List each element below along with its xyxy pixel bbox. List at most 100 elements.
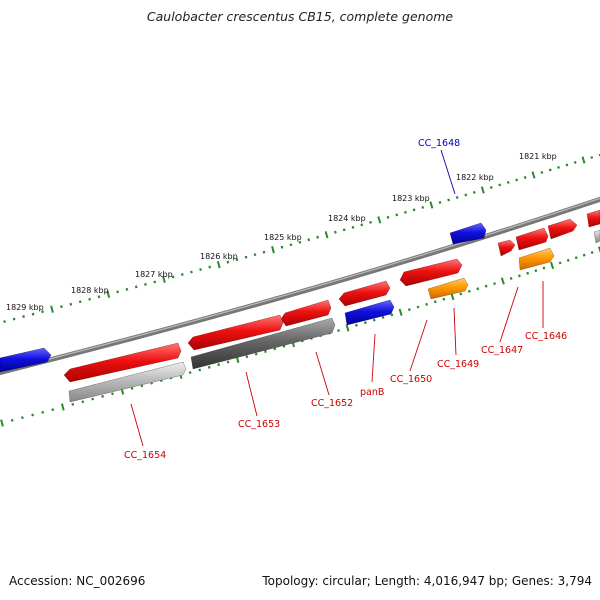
gene-label-CC_1646[interactable]: CC_1646 [525, 331, 567, 342]
outer-ruler-minor-tick [31, 312, 35, 316]
ruler-label-1825: 1825 kbp [264, 233, 302, 242]
outer-ruler-minor-tick [307, 238, 311, 242]
outer-ruler-minor-tick [88, 297, 91, 301]
inner-ruler-minor-tick [442, 297, 446, 301]
outer-ruler-minor-tick [22, 315, 25, 318]
inner-ruler-major-tick [550, 261, 555, 270]
ruler-label-1824: 1824 kbp [328, 214, 366, 223]
inner-ruler-minor-tick [41, 410, 45, 414]
label-leader-lines [130, 149, 544, 447]
outer-ruler-minor-tick [97, 295, 101, 299]
inner-ruler-minor-tick [337, 329, 340, 333]
outer-ruler-minor-tick [190, 270, 193, 274]
gene-CC_1649-arrow[interactable] [427, 277, 469, 300]
gene-label-CC_1654[interactable]: CC_1654 [124, 450, 166, 461]
gene-label-CC_1647[interactable]: CC_1647 [481, 345, 523, 356]
outer-ruler-minor-tick [134, 285, 138, 289]
ruler-label-1829: 1829 kbp [6, 303, 44, 312]
inner-ruler-minor-tick [509, 276, 513, 280]
gene-CC_1648-arrow[interactable] [449, 222, 487, 245]
outer-ruler-minor-tick [289, 243, 293, 247]
gene-arrow[interactable] [547, 218, 578, 240]
outer-ruler-minor-tick [208, 265, 212, 269]
outer-ruler-minor-tick [171, 275, 175, 279]
inner-ruler-minor-tick [273, 347, 277, 351]
inner-ruler-minor-tick [574, 256, 578, 260]
gene-CC_1653-arrow[interactable] [187, 314, 284, 351]
genome-stats-text: Topology: circular; Length: 4,016,947 bp… [262, 574, 592, 588]
inner-ruler-minor-tick [459, 292, 463, 296]
outer-ruler-major-tick [377, 216, 382, 224]
outer-ruler-minor-tick [125, 287, 129, 291]
outer-ruler-major-tick [429, 201, 434, 209]
outer-ruler-major-tick [50, 305, 54, 313]
ruler-label-1821: 1821 kbp [519, 152, 557, 161]
gene-CC_1646-arrow[interactable] [518, 247, 555, 271]
outer-ruler-minor-tick [78, 300, 82, 304]
inner-ruler-minor-tick [493, 282, 496, 286]
outer-ruler-minor-tick [116, 290, 119, 294]
outer-ruler-minor-tick [235, 258, 239, 262]
inner-ruler-major-tick [500, 277, 505, 285]
outer-ruler-minor-tick [404, 210, 407, 214]
outer-ruler-major-tick [480, 186, 485, 194]
inner-ruler-minor-tick [217, 363, 221, 367]
inner-ruler-major-tick [0, 419, 4, 427]
gene-CC_1647-arrow[interactable] [497, 239, 516, 257]
gene-label-CC_1653[interactable]: CC_1653 [238, 419, 280, 430]
outer-ruler-major-tick [271, 246, 275, 254]
outer-ruler-minor-tick [412, 208, 416, 212]
outer-ruler-minor-tick [180, 273, 184, 276]
inner-ruler-minor-tick [407, 308, 411, 312]
outer-strand-features [0, 209, 600, 383]
ruler-label-1826: 1826 kbp [200, 252, 238, 261]
inner-ruler-minor-tick [372, 318, 376, 322]
gene-CC_1650-arrow[interactable] [399, 258, 463, 287]
outer-ruler-minor-tick [199, 268, 202, 271]
gene-CC_1653-arrow[interactable] [190, 317, 336, 370]
outer-ruler-minor-tick [60, 305, 63, 309]
outer-ruler-major-tick [531, 171, 536, 179]
outer-ruler-minor-tick [540, 170, 544, 174]
inner-ruler-minor-tick [476, 287, 480, 291]
inner-ruler-minor-tick [81, 400, 85, 404]
gene-arrow[interactable] [593, 229, 600, 244]
gene-CC_1654-arrow[interactable] [63, 342, 182, 383]
outer-ruler-minor-tick [557, 165, 560, 169]
outer-ruler-minor-tick [386, 215, 390, 219]
outer-ruler-minor-tick [144, 282, 147, 286]
inner-strand-features [68, 229, 600, 403]
outer-ruler-minor-tick [342, 228, 346, 232]
gene-label-CC_1648[interactable]: CC_1648 [418, 138, 460, 149]
gene-arrow[interactable] [586, 209, 600, 228]
gene-label-CC_1650[interactable]: CC_1650 [390, 374, 432, 385]
inner-ruler-major-tick [345, 324, 350, 332]
outer-ruler-minor-tick [548, 168, 552, 172]
gene-label-panB[interactable]: panB [360, 387, 384, 398]
outer-ruler-minor-tick [464, 193, 468, 197]
gene-panB-arrow[interactable] [338, 280, 391, 307]
outer-ruler-minor-tick [316, 235, 320, 239]
inner-ruler-minor-tick [51, 408, 55, 412]
gene-label-CC_1649[interactable]: CC_1649 [437, 359, 479, 370]
ruler-label-1827: 1827 kbp [135, 270, 173, 279]
outer-ruler-minor-tick [395, 213, 399, 217]
inner-ruler-minor-tick [526, 271, 530, 275]
gene-label-CC_1652[interactable]: CC_1652 [311, 398, 353, 409]
gene-CC_1654-arrow[interactable] [68, 361, 187, 403]
outer-ruler-minor-tick [523, 176, 527, 179]
inner-ruler-minor-tick [590, 251, 594, 255]
outer-ruler-minor-tick [565, 163, 569, 167]
outer-ruler-major-tick [162, 275, 166, 284]
outer-ruler-minor-tick [421, 205, 425, 209]
outer-ruler-minor-tick [298, 240, 302, 244]
inner-ruler-major-tick [60, 403, 65, 411]
inner-ruler-minor-tick [467, 289, 471, 293]
gene-arrow[interactable] [0, 347, 52, 373]
outer-ruler-minor-tick [253, 253, 257, 257]
inner-ruler-major-tick [398, 308, 403, 316]
inner-ruler-minor-tick [582, 253, 586, 257]
inner-ruler-minor-tick [21, 416, 24, 420]
gene-CC_1646-arrow[interactable] [515, 227, 549, 251]
gene-panB-arrow[interactable] [344, 299, 395, 326]
